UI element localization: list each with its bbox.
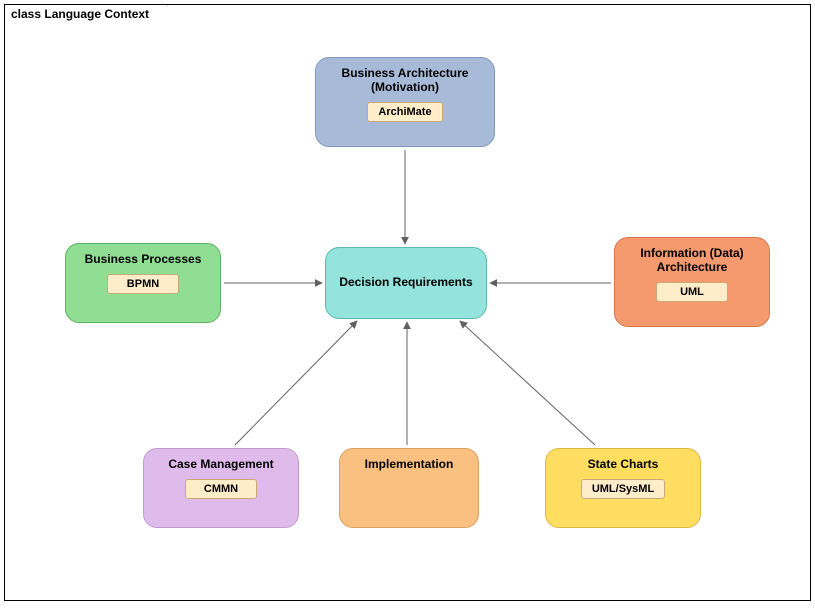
edge-state — [460, 321, 595, 445]
node-state-tag: UML/SysML — [581, 479, 665, 499]
center-node-label: Decision Requirements — [339, 275, 472, 289]
edge-case — [235, 321, 357, 445]
node-arch-tag: ArchiMate — [367, 102, 442, 122]
node-impl: Implementation — [339, 448, 479, 528]
node-info-label: Information (Data) Architecture — [640, 246, 743, 274]
node-info-tag: UML — [656, 282, 728, 302]
node-info: Information (Data) Architecture UML — [614, 237, 770, 327]
node-state: State Charts UML/SysML — [545, 448, 701, 528]
node-arch-label: Business Architecture (Motivation) — [342, 66, 469, 94]
node-bp-tag: BPMN — [107, 274, 179, 294]
node-case: Case Management CMMN — [143, 448, 299, 528]
node-bp-label: Business Processes — [85, 252, 202, 266]
node-bp: Business Processes BPMN — [65, 243, 221, 323]
node-case-tag: CMMN — [185, 479, 257, 499]
diagram-frame: class Language Context Decision Requirem… — [4, 4, 811, 601]
node-state-label: State Charts — [588, 457, 659, 471]
node-impl-label: Implementation — [365, 457, 454, 471]
frame-title: class Language Context — [4, 4, 168, 23]
node-arch: Business Architecture (Motivation) ArchiM… — [315, 57, 495, 147]
node-case-label: Case Management — [168, 457, 273, 471]
center-node: Decision Requirements — [325, 247, 487, 319]
